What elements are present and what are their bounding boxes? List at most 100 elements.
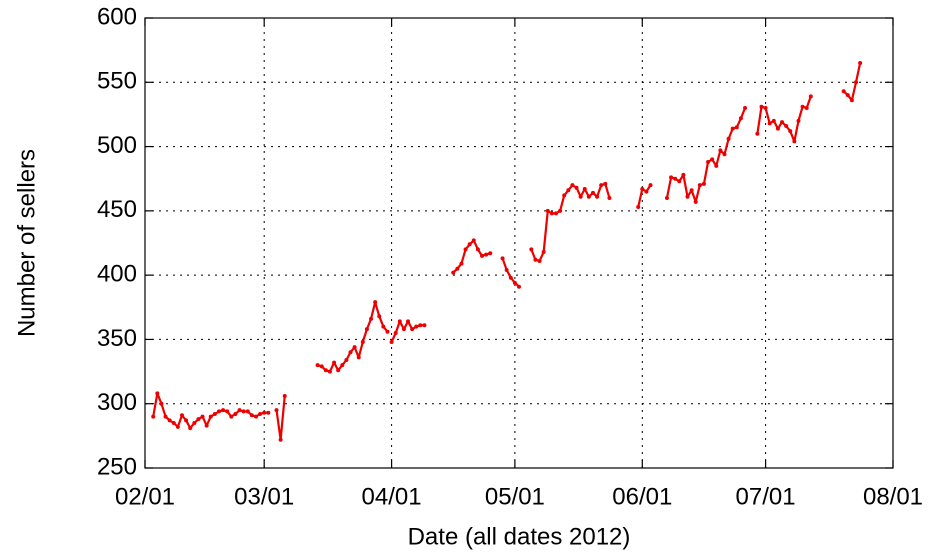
data-point	[274, 408, 279, 413]
y-tick-label: 600	[97, 3, 137, 30]
data-point	[664, 196, 669, 200]
data-point	[253, 414, 258, 419]
data-point	[245, 409, 250, 414]
data-point	[233, 412, 238, 416]
y-tick-label: 450	[97, 196, 137, 223]
x-tick-label: 06/01	[612, 483, 672, 510]
data-point	[225, 409, 230, 414]
y-tick-label: 250	[97, 453, 137, 480]
data-point	[385, 329, 390, 334]
data-point	[504, 268, 509, 272]
data-point	[315, 363, 320, 368]
data-point	[582, 187, 587, 191]
y-tick-label: 550	[97, 68, 137, 95]
data-point	[512, 280, 517, 285]
data-point	[689, 188, 694, 193]
data-point	[241, 409, 246, 414]
data-point	[258, 412, 263, 416]
data-point	[759, 104, 764, 109]
data-point	[208, 414, 213, 419]
data-point	[381, 324, 386, 329]
data-point	[549, 211, 554, 216]
data-point	[841, 89, 846, 94]
data-point	[184, 418, 189, 423]
data-point	[701, 181, 706, 186]
plot-frame	[144, 17, 894, 469]
data-point	[352, 345, 357, 350]
data-point	[471, 238, 476, 243]
data-point	[171, 421, 176, 425]
data-point	[364, 327, 369, 332]
data-point	[249, 413, 254, 418]
data-point	[545, 208, 550, 213]
data-point	[266, 410, 271, 415]
data-point	[229, 414, 234, 419]
data-point	[574, 185, 579, 190]
data-point	[155, 391, 160, 396]
data-point	[323, 368, 328, 373]
data-point	[340, 363, 345, 368]
data-point	[558, 208, 563, 213]
data-point	[192, 421, 197, 425]
data-point	[808, 94, 813, 99]
data-point	[484, 252, 489, 257]
data-point	[722, 152, 727, 157]
data-point	[590, 190, 595, 195]
data-point	[718, 148, 723, 153]
data-point	[500, 256, 505, 261]
data-point	[595, 194, 600, 199]
data-point	[463, 247, 468, 252]
data-point	[151, 414, 156, 419]
data-point	[566, 188, 571, 193]
data-point	[422, 323, 427, 328]
data-point	[212, 412, 217, 416]
data-point	[541, 250, 546, 254]
data-point	[792, 139, 797, 144]
data-point	[278, 437, 283, 442]
data-point	[179, 413, 184, 418]
data-point	[537, 259, 542, 263]
data-point	[282, 394, 287, 398]
data-point	[360, 340, 365, 344]
data-point	[730, 126, 735, 131]
data-point	[188, 426, 193, 431]
data-point	[553, 211, 558, 216]
data-point	[175, 424, 180, 429]
data-point	[578, 194, 583, 199]
data-point	[599, 183, 604, 188]
data-point	[685, 194, 690, 199]
x-tick-label: 07/01	[736, 483, 796, 510]
data-point	[738, 116, 743, 121]
data-point	[196, 417, 201, 422]
x-tick-label: 05/01	[485, 483, 545, 510]
data-point	[221, 408, 226, 413]
data-point	[804, 106, 809, 110]
x-tick-label: 04/01	[362, 483, 422, 510]
data-point	[697, 183, 702, 188]
data-point	[775, 126, 780, 131]
data-point	[533, 257, 538, 262]
data-point	[743, 106, 748, 110]
data-point	[488, 251, 493, 256]
data-point	[607, 196, 612, 200]
data-point	[796, 118, 801, 123]
data-point	[480, 253, 485, 258]
y-tick-label: 500	[97, 132, 137, 159]
data-point	[508, 275, 513, 280]
data-point	[586, 194, 591, 199]
data-point	[570, 183, 575, 188]
data-point	[200, 414, 205, 419]
x-tick-label: 08/01	[863, 483, 923, 510]
data-point	[369, 316, 374, 321]
data-point	[344, 358, 349, 362]
data-point	[693, 199, 698, 204]
y-tick-label: 400	[97, 260, 137, 287]
data-point	[459, 261, 464, 266]
data-point	[784, 124, 789, 128]
data-point	[406, 319, 411, 324]
data-point	[854, 80, 859, 85]
data-point	[467, 242, 472, 247]
data-point	[319, 364, 324, 369]
data-point	[755, 131, 760, 136]
x-tick-label: 03/01	[234, 483, 294, 510]
